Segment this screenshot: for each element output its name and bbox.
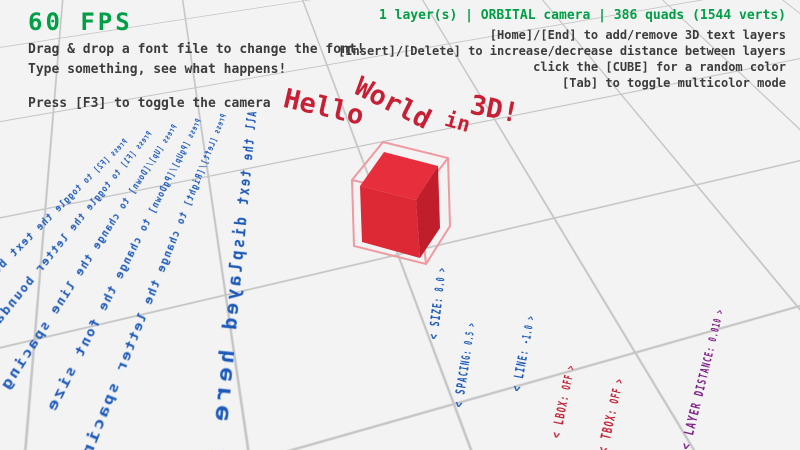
hint-drag-drop-font: Drag & drop a font file to change the fo… [28, 42, 365, 57]
cube-face-top[interactable] [360, 152, 438, 200]
status-layers-camera-quads: 1 layer(s) | ORBITAL camera | 386 quads … [379, 8, 786, 23]
cube-face-front[interactable] [360, 186, 420, 258]
hint-multicolor-mode: [Tab] to toggle multicolor mode [562, 76, 786, 90]
cube-face-right[interactable] [416, 166, 440, 258]
hint-layer-distance: [Insert]/[Delete] to increase/decrease d… [338, 44, 786, 58]
fps-counter: 60 FPS [28, 8, 133, 36]
hint-toggle-camera: Press [F3] to toggle the camera [28, 96, 271, 111]
hint-type-something: Type something, see what happens! [28, 62, 287, 77]
cube[interactable] [338, 138, 460, 270]
hint-cube-random-color: click the [CUBE] for a random color [533, 60, 786, 74]
hint-add-remove-layers: [Home]/[End] to add/remove 3D text layer… [489, 28, 786, 42]
